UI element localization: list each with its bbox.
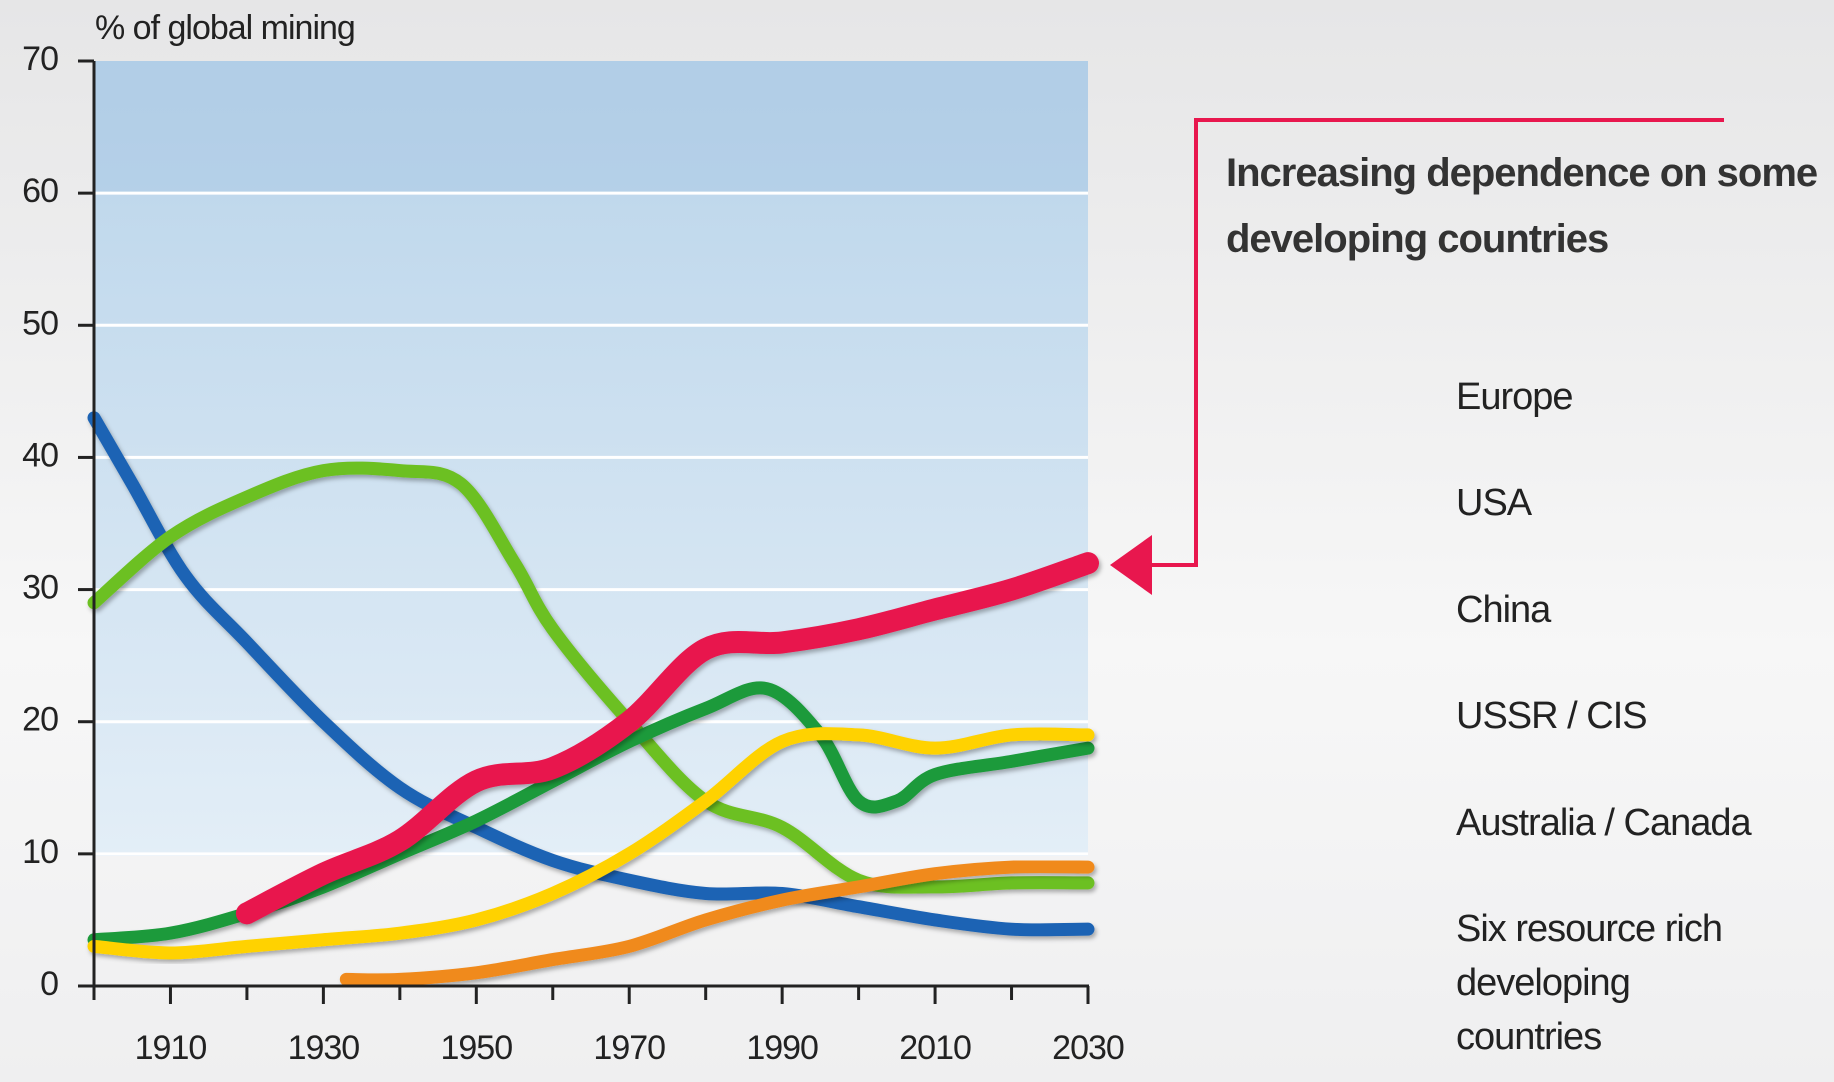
legend-label: USA (1456, 482, 1532, 524)
series-line (339, 860, 1095, 987)
y-axis-label: % of global mining (95, 9, 355, 47)
annotation-arrow (1110, 535, 1152, 595)
series-line (87, 411, 1095, 937)
y-tick-label: 20 (22, 701, 58, 739)
y-tick-label: 70 (22, 40, 58, 78)
x-tick-label: 1910 (135, 1029, 207, 1067)
legend-label: USSR / CIS (1456, 695, 1648, 737)
y-tick-label: 0 (40, 965, 58, 1003)
x-tick-label: 2030 (1052, 1029, 1124, 1067)
x-tick-label: 1950 (440, 1029, 512, 1067)
annotation-connector (1140, 118, 1724, 567)
x-tick-label: 1930 (288, 1029, 360, 1067)
x-tick-label: 2010 (899, 1029, 971, 1067)
y-tick-label: 30 (22, 569, 58, 607)
plot-band (94, 61, 1088, 193)
annotation: Increasing dependence on some developing… (1226, 151, 1818, 261)
y-tick-label: 60 (22, 172, 58, 210)
series-line (87, 727, 1095, 960)
series-line (235, 552, 1099, 925)
y-tick-label: 50 (22, 304, 58, 342)
series-line (87, 461, 1095, 894)
x-tick-label: 1970 (593, 1029, 665, 1067)
y-tick-label: 40 (22, 436, 58, 474)
legend-label: China (1456, 589, 1551, 631)
y-tick-label: 10 (22, 833, 58, 871)
legend-label: Europe (1456, 376, 1574, 418)
legend-label: Australia / Canada (1456, 802, 1752, 844)
legend-label: Six resource rich developing countries (1456, 908, 1723, 1058)
x-tick-label: 1990 (746, 1029, 818, 1067)
